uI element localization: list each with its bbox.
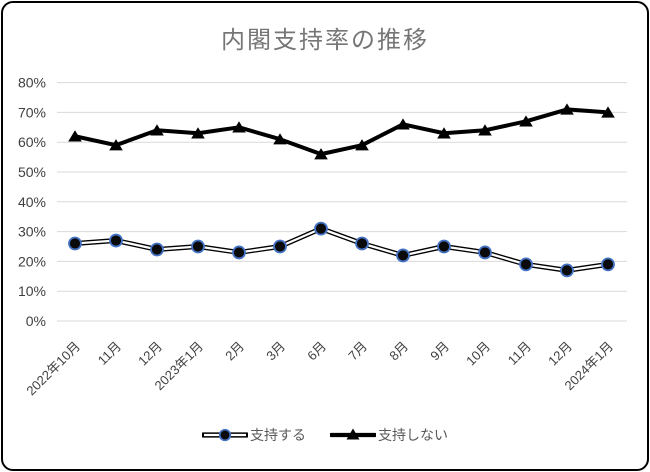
y-axis-tick-label: 50% <box>18 164 46 180</box>
y-axis-tick-label: 10% <box>18 283 46 299</box>
data-point-triangle-marker <box>232 121 246 133</box>
y-axis-tick-label: 40% <box>18 194 46 210</box>
data-point-circle-marker <box>232 245 246 260</box>
data-point-circle-marker <box>478 245 492 260</box>
data-point-circle-marker <box>519 257 533 272</box>
y-axis-tick-label: 70% <box>18 104 46 120</box>
data-point-triangle-marker <box>68 130 82 142</box>
data-point-triangle-marker <box>437 127 451 139</box>
data-point-circle-marker <box>601 257 615 272</box>
data-point-circle-marker <box>314 221 328 236</box>
data-point-circle-marker <box>191 239 205 254</box>
data-point-triangle-marker <box>478 124 492 136</box>
x-axis-tick-label: 12月 <box>545 339 575 369</box>
x-axis-tick-label: 8月 <box>386 339 411 364</box>
x-axis-tick-label: 6月 <box>304 339 329 364</box>
x-axis-tick-label: 10月 <box>463 339 493 369</box>
x-axis-tick-label: 2月 <box>222 339 247 364</box>
chart-title: 内閣支持率の推移 <box>221 27 429 54</box>
data-point-circle-marker <box>273 239 287 254</box>
y-axis-tick-label: 0% <box>26 313 46 329</box>
legend-item-shijishinai: 支持しない <box>330 425 448 445</box>
legend-label-shijishinai: 支持しない <box>378 427 448 443</box>
data-point-triangle-marker <box>150 124 164 136</box>
y-axis-tick-label: 30% <box>18 224 46 240</box>
legend: 支持する 支持しない <box>0 425 650 445</box>
legend-item-shijisuru: 支持する <box>202 425 306 445</box>
y-axis-tick-label: 60% <box>18 134 46 150</box>
x-axis-tick-label: 11月 <box>505 339 534 368</box>
data-point-triangle-marker <box>601 106 615 118</box>
x-axis-tick-label: 7月 <box>345 339 370 364</box>
data-point-circle-marker <box>437 239 451 254</box>
x-axis-tick-label: 12月 <box>135 339 165 369</box>
data-point-triangle-marker <box>396 118 410 130</box>
shijishinai-line-sample-icon <box>330 428 376 440</box>
data-point-triangle-marker <box>109 139 123 151</box>
data-point-circle-marker <box>560 263 574 278</box>
shijisuru-line-sample-icon <box>202 428 248 442</box>
data-point-circle-marker <box>396 248 410 263</box>
y-axis-tick-label: 80% <box>18 75 46 91</box>
legend-label-shijisuru: 支持する <box>250 427 306 443</box>
x-axis-tick-label: 3月 <box>263 339 288 364</box>
data-point-triangle-marker <box>191 127 205 139</box>
data-point-circle-marker <box>68 236 82 251</box>
x-axis-tick-label: 9月 <box>427 339 452 364</box>
data-point-circle-marker <box>109 233 123 248</box>
data-point-circle-marker <box>150 242 164 257</box>
x-axis-tick-label: 2022年10月 <box>23 339 83 399</box>
data-point-triangle-marker <box>560 103 574 115</box>
data-point-circle-marker <box>355 236 369 251</box>
series-shijishinai-line <box>73 107 610 157</box>
y-axis-tick-label: 20% <box>18 253 46 269</box>
x-axis-tick-label: 11月 <box>95 339 124 368</box>
data-point-triangle-marker <box>314 148 328 160</box>
data-point-triangle-marker <box>519 115 533 127</box>
data-point-triangle-marker <box>355 139 369 151</box>
data-point-triangle-marker <box>273 133 287 145</box>
